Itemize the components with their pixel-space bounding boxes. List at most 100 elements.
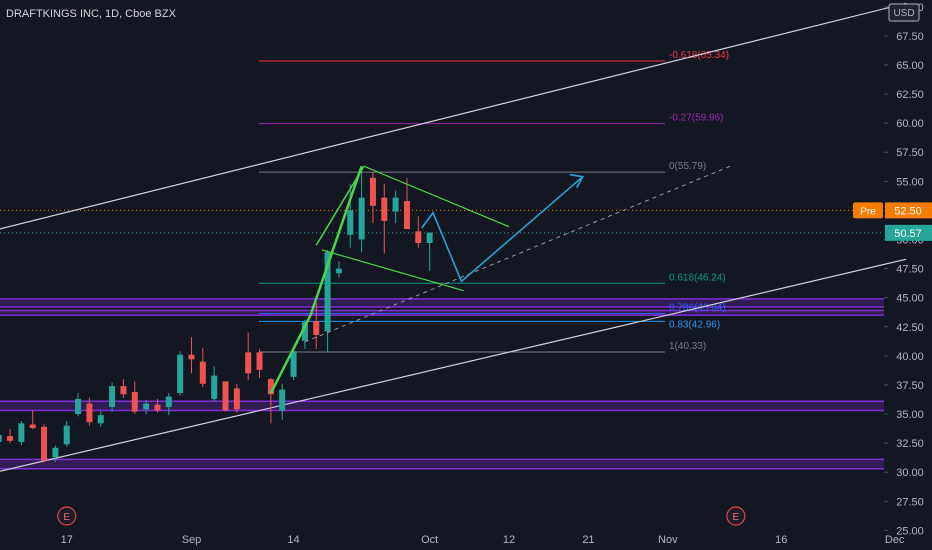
y-tick-label-6: 40.00: [896, 351, 924, 363]
candle-body-26: [290, 351, 297, 377]
fib-label-5: 0.83(42.96): [669, 319, 720, 330]
chart-title: DRAFTKINGS INC, 1D, Cboe BZX: [6, 8, 177, 20]
y-tick-label-5: 37.50: [896, 380, 924, 392]
candle-body-0: [0, 434, 2, 442]
y-tick-label-3: 32.50: [896, 438, 924, 450]
candle-body-35: [392, 197, 399, 212]
candle-body-7: [75, 398, 82, 415]
candle-body-3: [29, 424, 36, 428]
candle-body-12: [131, 391, 138, 412]
zone-fill-3: [0, 459, 884, 469]
x-tick-label-4: 12: [503, 534, 515, 546]
earnings-marker-0: [57, 506, 77, 526]
badge-price-value-0: 52.50: [894, 205, 922, 217]
candle-body-33: [369, 177, 376, 206]
candle-body-19: [211, 375, 218, 399]
badge-price-bg-0: [885, 202, 932, 219]
candle-body-28: [313, 320, 320, 335]
price-badges: Pre 52.50 50.57: [853, 202, 932, 241]
y-tick-label-13: 57.50: [896, 147, 924, 159]
pennant-upper-line: [363, 165, 510, 228]
candle-body-14: [154, 404, 161, 411]
candle-body-38: [426, 232, 433, 243]
x-tick-label-3: Oct: [421, 534, 438, 546]
currency-button-label[interactable]: USD: [893, 8, 914, 19]
pattern-drawings: [269, 165, 731, 394]
earnings-marker-label-0: E: [63, 512, 70, 523]
x-tick-label-1: Sep: [182, 534, 202, 546]
y-tick-label-9: 47.50: [896, 264, 924, 276]
candle-body-2: [18, 423, 25, 442]
candle-body-27: [301, 322, 308, 341]
candle-body-4: [41, 426, 48, 461]
candle-body-21: [233, 388, 240, 410]
price-reference-lines: [0, 209, 884, 234]
candle-body-13: [143, 403, 150, 410]
zone-fill-2: [0, 401, 884, 411]
y-tick-label-15: 62.50: [896, 89, 924, 101]
y-tick-label-17: 67.50: [896, 31, 924, 43]
y-tick-label-12: 55.00: [896, 176, 924, 188]
fib-label-0: -0.618(65.34): [669, 50, 729, 61]
badge-session-label-0: Pre: [860, 206, 876, 217]
candle-body-29: [324, 252, 331, 332]
badge-price-value-1: 50.57: [894, 228, 922, 240]
candle-body-6: [63, 425, 70, 445]
badge-session-bg-0: [853, 202, 883, 219]
trend-channel: [0, 2, 907, 472]
x-tick-label-0: 17: [61, 534, 73, 546]
x-tick-label-2: 14: [287, 534, 299, 546]
flagpole-secondary-line: [315, 165, 365, 246]
currency-button[interactable]: USD: [888, 3, 920, 22]
candle-body-18: [199, 361, 206, 384]
candle-body-24: [267, 379, 274, 395]
y-tick-label-16: 65.00: [896, 60, 924, 72]
pennant-lower-line: [321, 249, 464, 292]
y-tick-label-8: 45.00: [896, 293, 924, 305]
candle-body-37: [415, 231, 422, 243]
y-tick-label-1: 27.50: [896, 496, 924, 508]
candle-body-32: [358, 197, 365, 240]
earnings-marker-1: [726, 506, 746, 526]
projected-path-arrowhead: [569, 173, 585, 189]
candle-body-22: [245, 352, 252, 374]
candle-body-31: [347, 210, 354, 235]
candle-body-23: [256, 352, 263, 370]
candle-body-20: [222, 381, 229, 411]
candle-body-8: [86, 403, 93, 423]
candle-body-9: [97, 415, 104, 424]
support-resistance-zones: [0, 298, 884, 470]
fib-label-3: 0.618(46.24): [669, 272, 726, 283]
candle-body-34: [381, 197, 388, 221]
candle-body-17: [188, 354, 195, 360]
candle-body-25: [279, 389, 286, 411]
channel-upper-line: [0, 2, 907, 230]
candle-body-10: [109, 386, 116, 408]
x-tick-label-5: 21: [582, 534, 594, 546]
candle-body-1: [7, 436, 14, 441]
x-tick-label-7: 16: [775, 534, 787, 546]
badge-price-bg-1: [885, 224, 932, 241]
flagpole-line: [269, 165, 363, 394]
x-tick-label-8: Dec: [885, 534, 905, 546]
y-tick-label-2: 30.00: [896, 467, 924, 479]
zone-fill-0: [0, 298, 884, 307]
candle-body-16: [177, 354, 184, 394]
time-axis[interactable]: 17 Sep 14 Oct 12 21 Nov 16 Dec: [61, 534, 905, 546]
projected-path-line: [421, 176, 584, 283]
y-tick-label-14: 60.00: [896, 118, 924, 130]
candle-body-11: [120, 386, 127, 395]
candle-body-5: [52, 447, 59, 458]
y-tick-label-0: 25.00: [896, 525, 924, 537]
y-tick-label-7: 42.50: [896, 322, 924, 334]
earnings-marker-label-1: E: [733, 512, 740, 523]
fib-label-2: 0(55.79): [669, 161, 706, 172]
candle-body-30: [335, 268, 342, 274]
channel-lower-line: [0, 258, 907, 472]
y-tick-label-4: 35.00: [896, 409, 924, 421]
candle-body-36: [403, 201, 410, 230]
